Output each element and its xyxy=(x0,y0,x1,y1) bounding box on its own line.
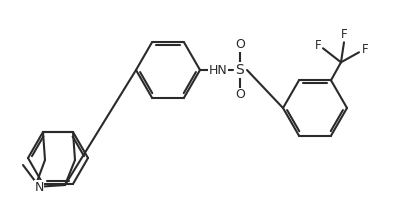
Text: F: F xyxy=(341,28,347,41)
Text: F: F xyxy=(362,43,368,56)
Text: N: N xyxy=(34,180,44,194)
Text: O: O xyxy=(235,39,245,51)
Text: S: S xyxy=(236,63,244,77)
Text: O: O xyxy=(235,88,245,101)
Text: F: F xyxy=(315,39,321,52)
Text: HN: HN xyxy=(208,64,227,76)
